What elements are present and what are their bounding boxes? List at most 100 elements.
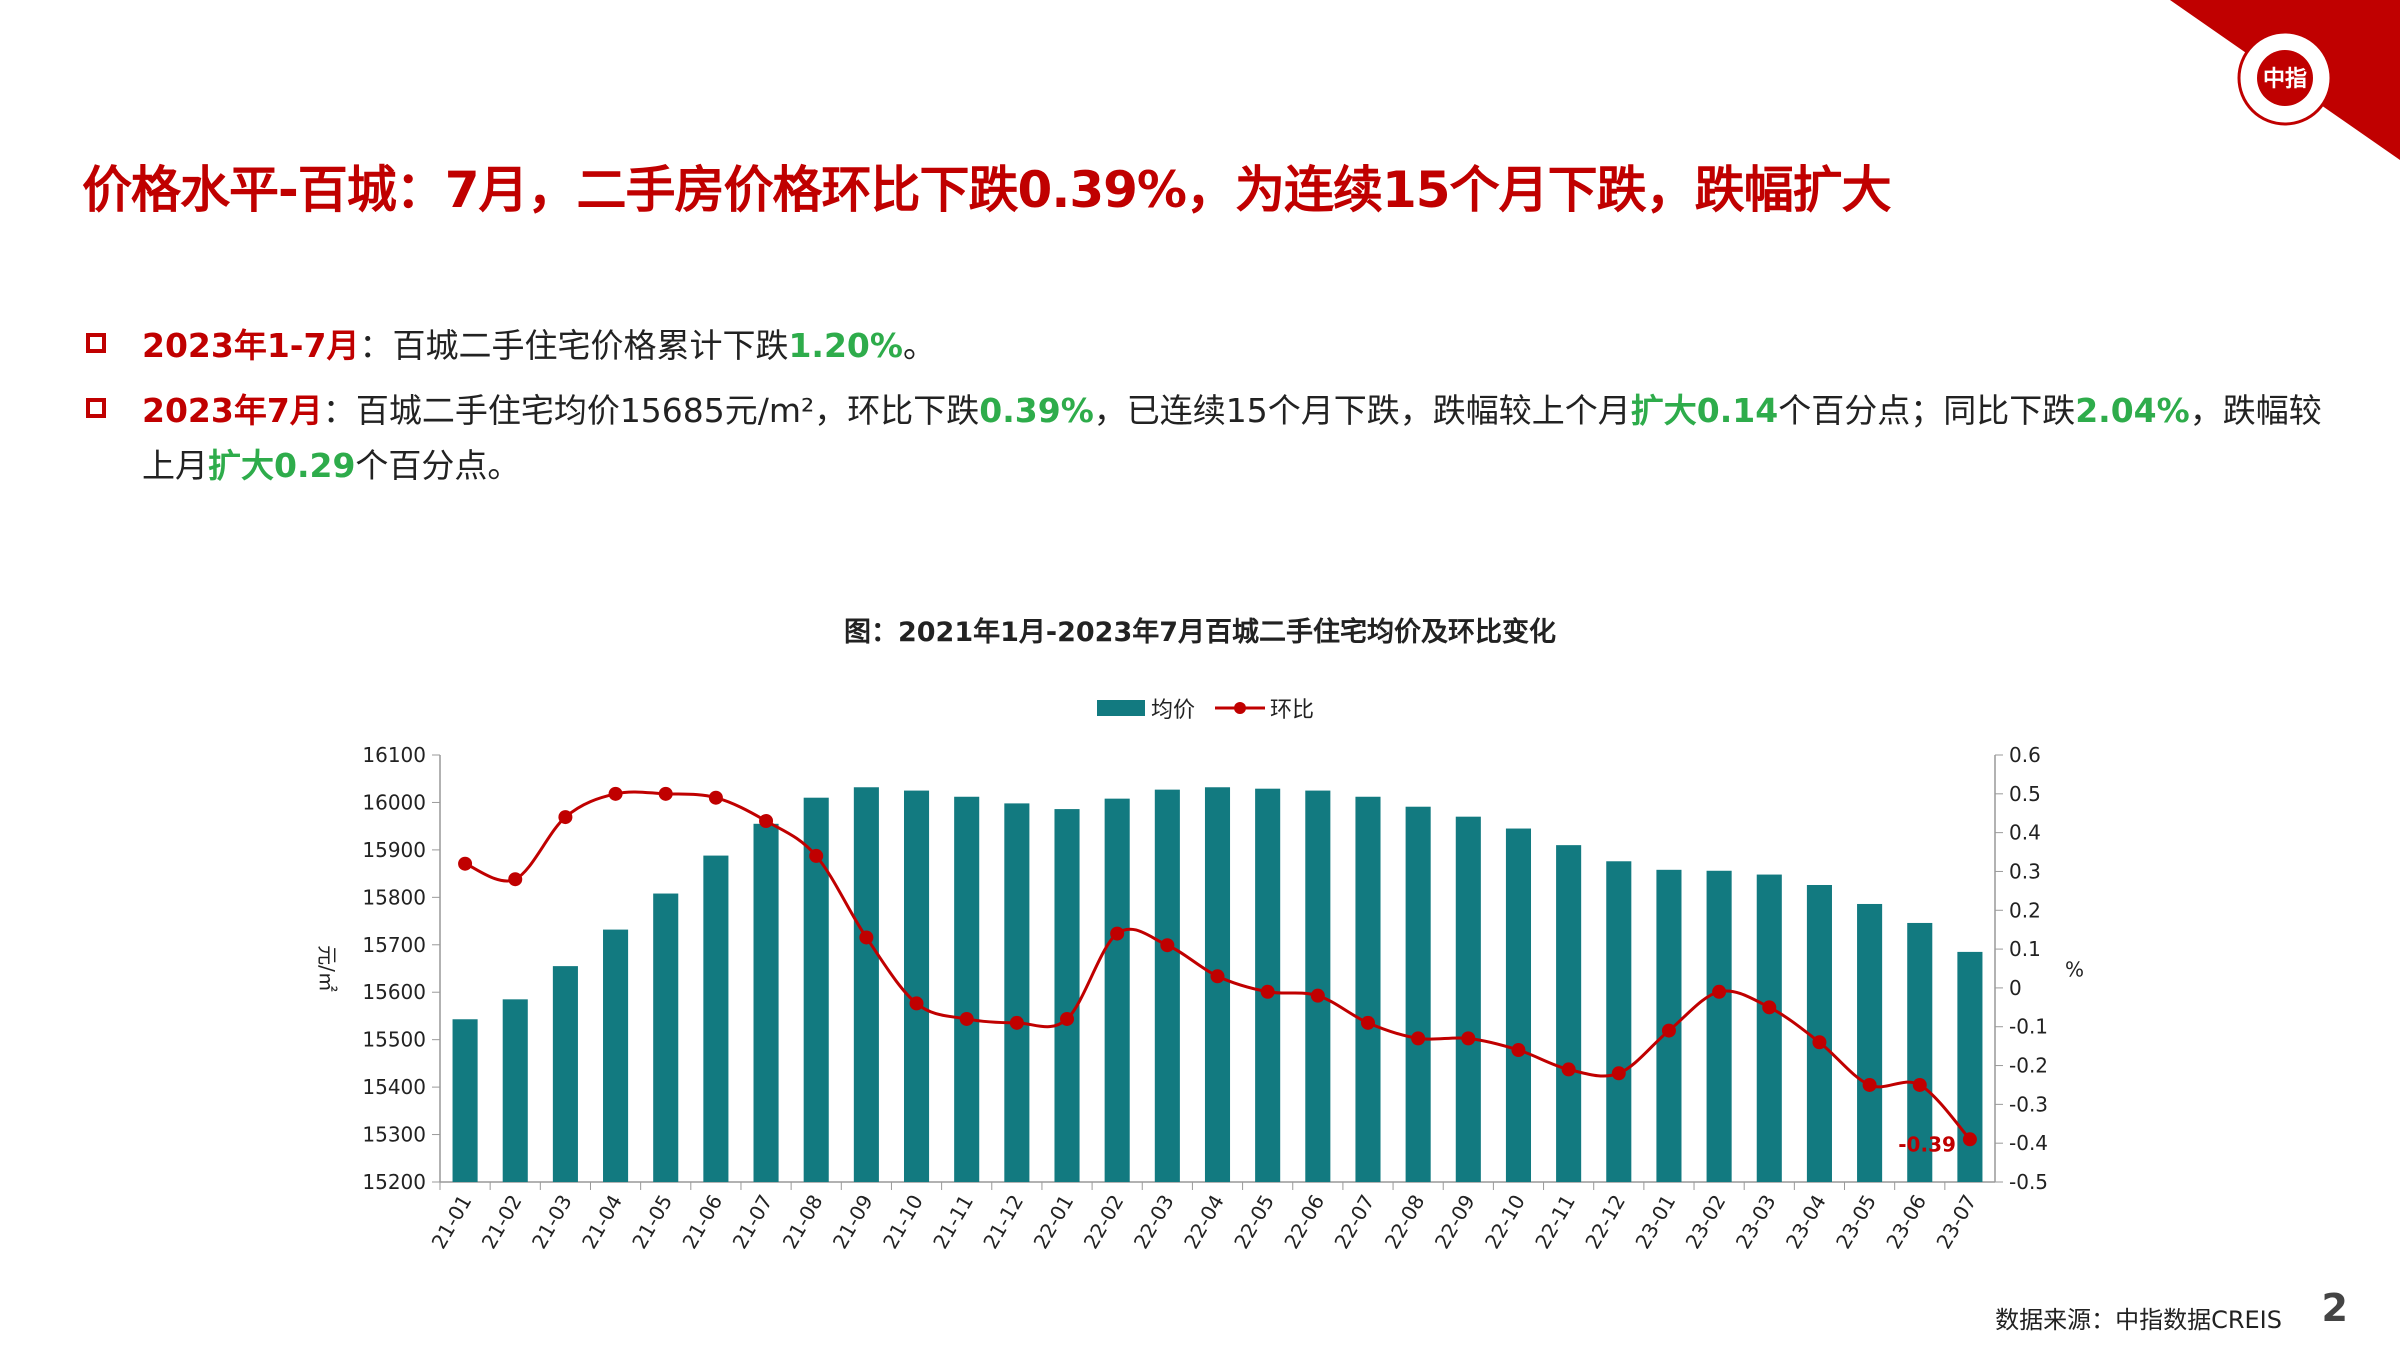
mom-point [1411, 1031, 1426, 1046]
mom-point [508, 872, 523, 887]
price-bar [1606, 861, 1632, 1182]
bullet-1-seg-2: 1.20% [788, 326, 903, 365]
bullet-1-seg-1: ：百城二手住宅价格累计下跌 [359, 326, 789, 365]
mom-point [1260, 984, 1275, 999]
corner-logo: 中指 [2170, 0, 2400, 160]
x-tick-label: 21-06 [677, 1191, 727, 1253]
right-tick-label: -0.3 [2009, 1092, 2048, 1116]
bullet-2-seg-9: 个百分点。 [355, 446, 521, 485]
right-tick-label: -0.2 [2009, 1054, 2048, 1078]
x-tick-label: 21-12 [978, 1191, 1028, 1253]
x-tick-label: 21-08 [778, 1191, 828, 1253]
price-bar [1405, 806, 1431, 1182]
price-bar [1706, 870, 1732, 1182]
bullet-2-seg-7: ，跌幅较上月 [142, 391, 2322, 485]
price-bar [1154, 789, 1180, 1182]
bullet-2-seg-4: 扩大0.14 [1630, 391, 1779, 430]
mom-point [809, 848, 824, 863]
mom-point [1611, 1066, 1626, 1081]
right-tick-label: 0.4 [2009, 821, 2041, 845]
mom-point [1912, 1077, 1927, 1092]
bullet-2-seg-0: 2023年7月 [142, 391, 323, 430]
mom-point [1511, 1043, 1526, 1058]
mom-point [1060, 1011, 1075, 1026]
x-tick-label: 23-01 [1630, 1191, 1680, 1253]
mom-point [959, 1011, 974, 1026]
mom-point [1360, 1015, 1375, 1030]
price-bar [853, 787, 879, 1182]
mom-point [708, 790, 723, 805]
corner-logo-text: 中指 [2263, 67, 2307, 92]
legend-line-marker [1234, 702, 1246, 714]
x-tick-label: 21-11 [928, 1191, 978, 1253]
legend-label-bar: 均价 [1151, 698, 1195, 723]
mom-point [859, 930, 874, 945]
x-tick-label: 22-12 [1580, 1191, 1630, 1253]
left-tick-label: 16000 [362, 790, 426, 814]
mom-point [458, 856, 473, 871]
left-tick-label: 15500 [362, 1028, 426, 1052]
price-bar [1305, 790, 1331, 1182]
x-tick-label: 21-01 [427, 1191, 477, 1253]
bullet-2-seg-6: 2.04% [2075, 391, 2190, 430]
mom-point [1561, 1062, 1576, 1077]
x-tick-label: 22-07 [1329, 1191, 1379, 1253]
x-tick-label: 23-07 [1931, 1191, 1981, 1253]
last-value-label: -0.39 [1898, 1132, 1956, 1156]
left-tick-label: 15600 [362, 980, 426, 1004]
x-tick-label: 23-04 [1781, 1191, 1831, 1253]
x-tick-label: 23-06 [1881, 1191, 1931, 1253]
x-tick-label: 21-04 [577, 1191, 627, 1253]
price-bar [1957, 951, 1983, 1182]
right-axis-label: % [2065, 958, 2084, 982]
right-tick-label: 0.1 [2009, 937, 2041, 961]
mom-point [1160, 938, 1175, 953]
right-tick-label: 0.2 [2009, 898, 2041, 922]
price-bar [653, 893, 679, 1182]
bullet-2-seg-8: 扩大0.29 [208, 446, 356, 485]
mom-point [558, 810, 573, 825]
x-tick-label: 23-05 [1831, 1191, 1881, 1253]
bullet-item-2: 2023年7月：百城二手住宅均价15685元/m²，环比下跌0.39%，已连续1… [82, 383, 2322, 493]
x-tick-label: 22-09 [1430, 1191, 1480, 1253]
x-tick-label: 22-02 [1079, 1191, 1129, 1253]
mom-point [1009, 1015, 1024, 1030]
mom-point [1461, 1031, 1476, 1046]
price-bar [1355, 796, 1381, 1182]
x-tick-label: 23-03 [1731, 1191, 1781, 1253]
price-bar [1054, 809, 1080, 1182]
price-bar [1756, 874, 1782, 1182]
price-chart: 均价 环比 15200 15300 15400 15500 15600 15700 15800 1… [315, 698, 2084, 1253]
left-tick-label: 15800 [362, 885, 426, 909]
left-tick-label: 16100 [362, 743, 426, 767]
x-tick-label: 22-08 [1380, 1191, 1430, 1253]
price-bar [603, 929, 629, 1182]
price-bar [954, 796, 980, 1182]
mom-point [1310, 988, 1325, 1003]
price-bar [1907, 922, 1933, 1182]
price-bar [1857, 903, 1883, 1182]
right-tick-label: -0.5 [2009, 1170, 2048, 1194]
legend-bar-swatch [1097, 700, 1145, 716]
price-bar [1455, 816, 1481, 1182]
x-tick-label: 22-11 [1530, 1191, 1580, 1253]
mom-point [658, 786, 673, 801]
mom-point [1962, 1132, 1977, 1147]
x-tick-label: 21-02 [477, 1191, 527, 1253]
mom-point [909, 996, 924, 1011]
bullet-1-seg-0: 2023年1-7月 [142, 326, 360, 365]
mom-point [1661, 1023, 1676, 1038]
x-tick-label: 22-05 [1229, 1191, 1279, 1253]
price-bar [753, 823, 779, 1182]
page-title: 价格水平-百城：7月，二手房价格环比下跌0.39%，为连续15个月下跌，跌幅扩大 [82, 161, 1892, 219]
x-tick-label: 23-02 [1681, 1191, 1731, 1253]
x-tick-label: 22-01 [1028, 1191, 1078, 1253]
right-tick-label: 0 [2009, 976, 2022, 1000]
price-bar [502, 999, 528, 1182]
price-bar [452, 1019, 478, 1182]
x-tick-label: 22-04 [1179, 1191, 1229, 1253]
bullet-list: 2023年1-7月：百城二手住宅价格累计下跌1.20%。 2023年7月：百城二… [82, 318, 2322, 503]
x-tick-label: 21-09 [828, 1191, 878, 1253]
mom-point [1712, 984, 1727, 999]
bullet-square-icon [86, 398, 106, 418]
